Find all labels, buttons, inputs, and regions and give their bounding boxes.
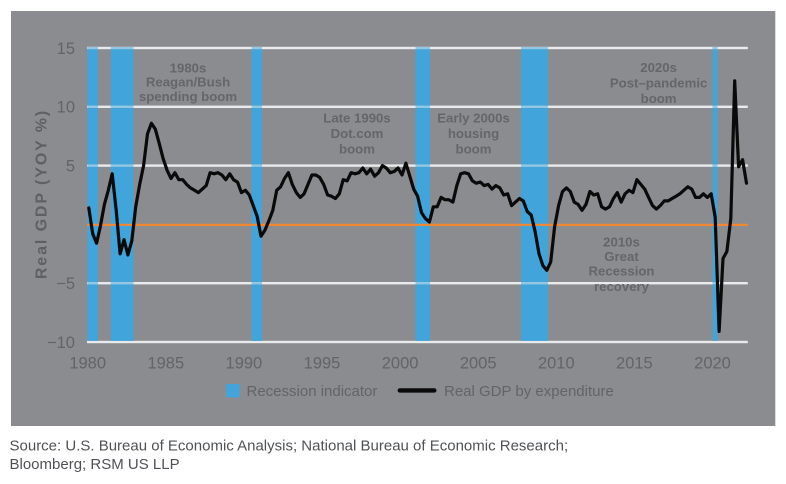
svg-text:15: 15 (57, 40, 75, 58)
svg-text:Early 2000s: Early 2000s (437, 111, 510, 126)
svg-text:Great: Great (604, 249, 639, 264)
svg-text:Late 1990s: Late 1990s (323, 111, 390, 126)
svg-text:2015: 2015 (616, 355, 653, 373)
svg-text:1980: 1980 (69, 355, 106, 373)
svg-text:2000: 2000 (382, 355, 419, 373)
svg-text:Recession indicator: Recession indicator (247, 383, 378, 400)
svg-text:Source: U.S. Bureau of Economi: Source: U.S. Bureau of Economic Analysis… (10, 438, 569, 455)
svg-text:Real GDP (YOY %): Real GDP (YOY %) (34, 109, 51, 279)
svg-text:boom: boom (456, 142, 492, 157)
svg-text:Bloomberg; RSM US LLP: Bloomberg; RSM US LLP (10, 456, 180, 473)
svg-text:2010: 2010 (538, 355, 575, 373)
svg-text:Real GDP by expenditure: Real GDP by expenditure (444, 383, 614, 400)
svg-text:Dot.com: Dot.com (331, 126, 384, 141)
svg-text:−5: −5 (56, 275, 75, 293)
svg-text:1990: 1990 (226, 355, 263, 373)
svg-text:1980s: 1980s (170, 60, 207, 75)
svg-text:2020s: 2020s (640, 60, 677, 75)
svg-text:Recession: Recession (589, 264, 655, 279)
svg-text:spending boom: spending boom (139, 89, 237, 104)
svg-text:boom: boom (641, 91, 677, 106)
svg-text:boom: boom (339, 142, 375, 157)
svg-text:2005: 2005 (460, 355, 497, 373)
svg-text:2010s: 2010s (603, 234, 640, 249)
svg-text:Reagan/Bush: Reagan/Bush (146, 75, 230, 90)
svg-text:10: 10 (57, 99, 75, 117)
svg-text:1985: 1985 (147, 355, 184, 373)
svg-text:housing: housing (448, 126, 499, 141)
svg-text:Post–pandemic: Post–pandemic (610, 76, 707, 91)
svg-text:−10: −10 (47, 334, 75, 352)
svg-text:5: 5 (66, 158, 75, 176)
svg-text:recovery: recovery (594, 279, 650, 294)
svg-text:2020: 2020 (694, 355, 731, 373)
svg-text:1995: 1995 (304, 355, 341, 373)
